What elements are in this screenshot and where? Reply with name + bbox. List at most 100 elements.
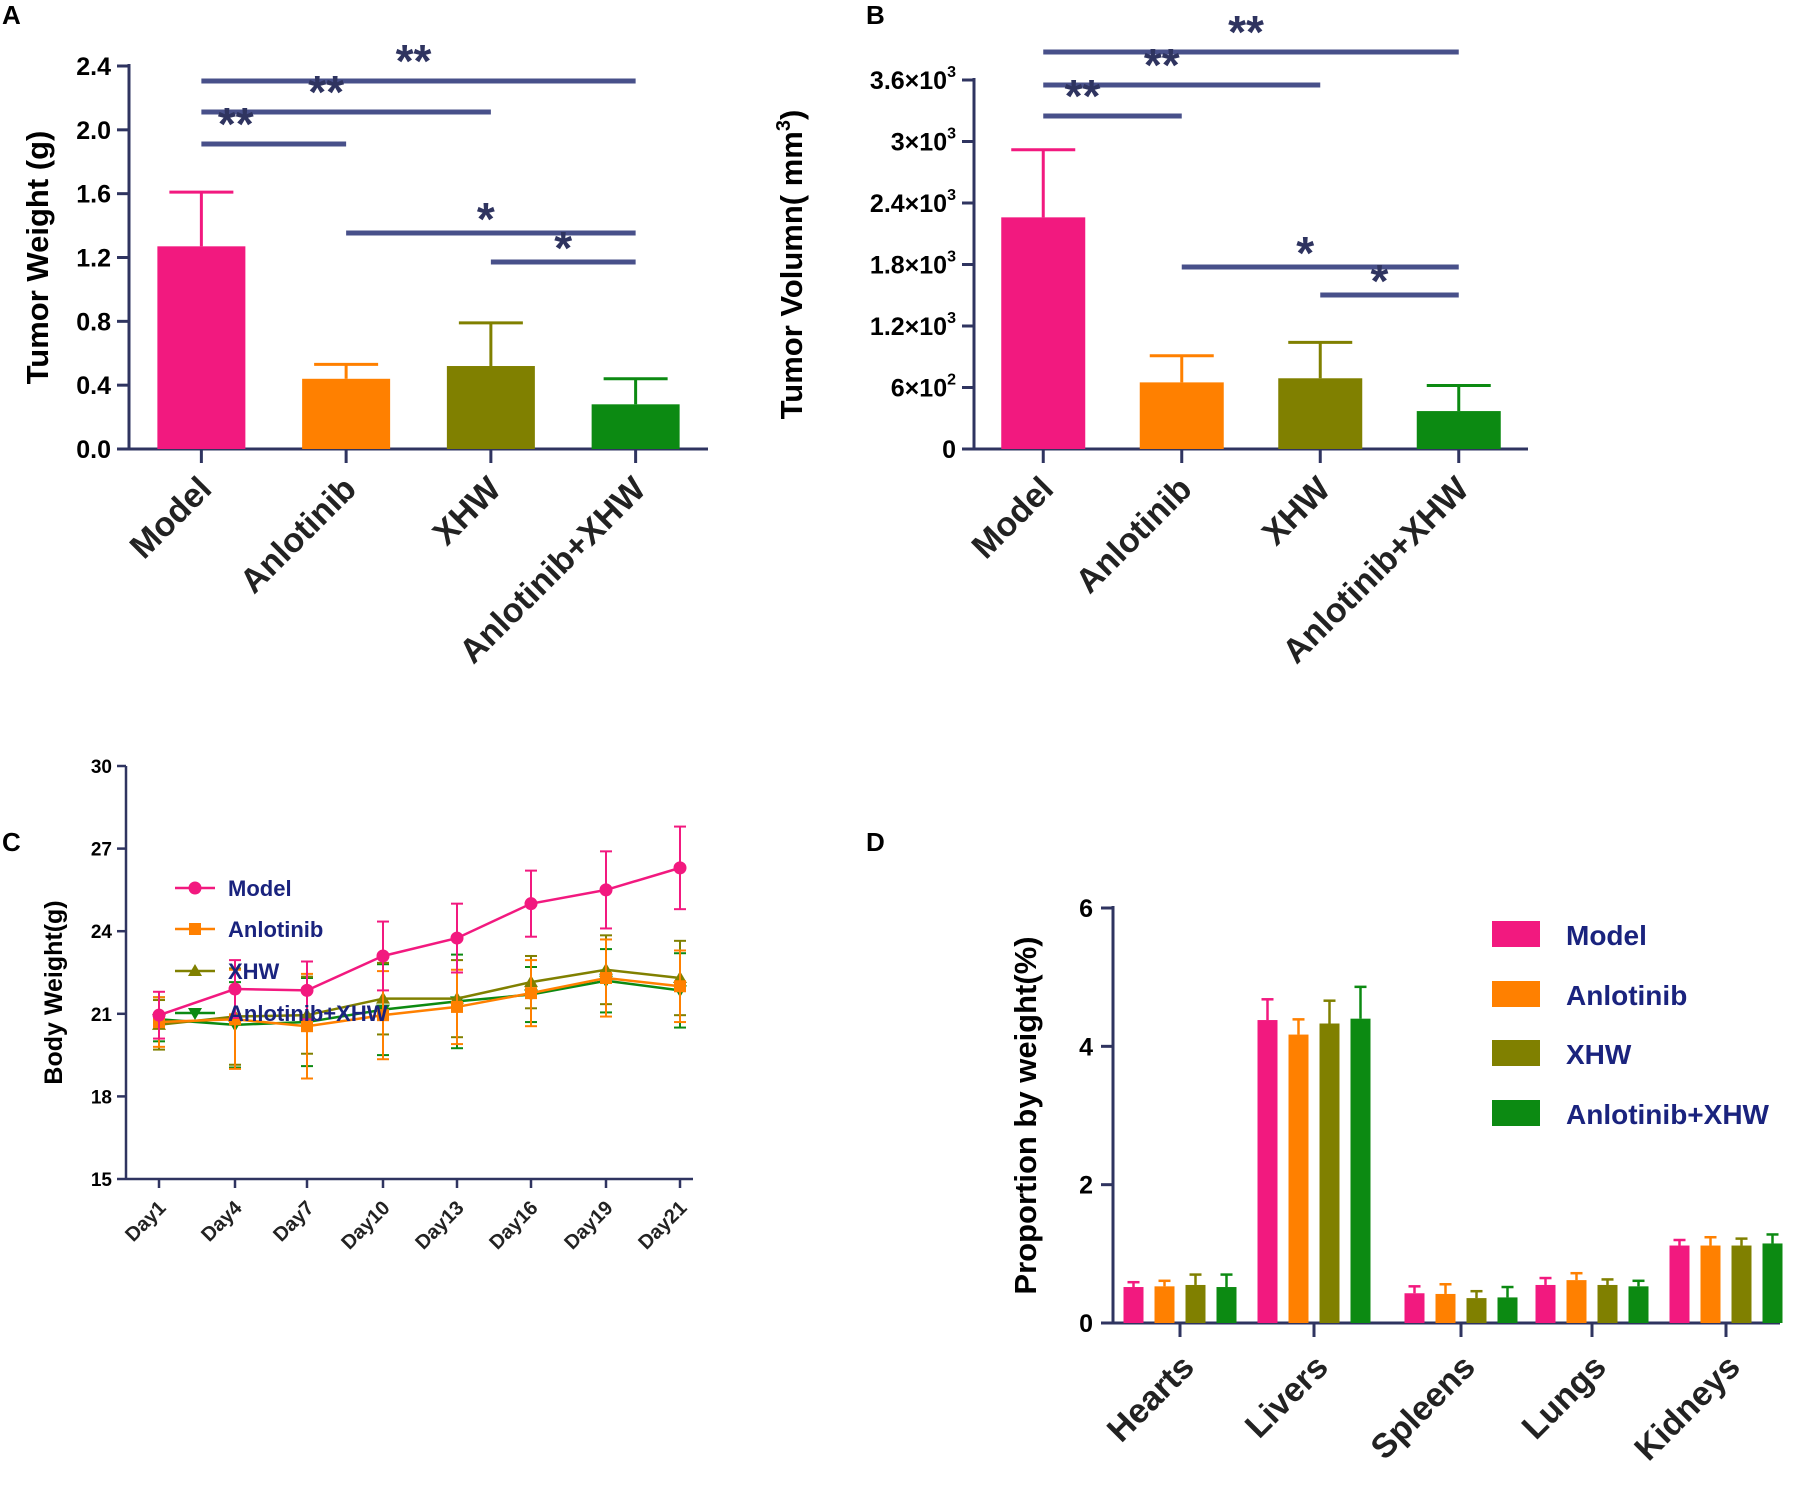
y-tick-label: 0	[942, 436, 956, 464]
panel-letter-d: D	[866, 827, 885, 857]
data-point	[228, 982, 242, 996]
bar-hearts-anlotinib	[1154, 1286, 1175, 1323]
data-point	[524, 897, 538, 911]
y-tick-label: 30	[91, 757, 112, 778]
data-point	[189, 923, 201, 935]
data-point	[451, 1000, 463, 1013]
legend-swatch	[1492, 921, 1540, 947]
data-point	[229, 1013, 241, 1026]
y-axis-label-superscript: 3	[773, 120, 795, 131]
panel-b-tumor-volume-chart: 06×1021.2×1031.8×1032.4×1033×1033.6×103M…	[773, 6, 1528, 671]
bar-lungs-xhw	[1597, 1284, 1618, 1323]
legend-item-anlotinib: Anlotinib	[175, 917, 323, 942]
y-axis-label-text: Tumor Volumn( mm	[774, 131, 809, 419]
series-model	[152, 825, 687, 1040]
x-tick-label: Anlotinib	[233, 470, 364, 601]
y-axis-label-text: Tumor Weight (g)	[20, 131, 55, 385]
y-axis-label: Body Weight(g)	[40, 900, 68, 1084]
legend-label: XHW	[1566, 1039, 1632, 1070]
data-point	[301, 1020, 313, 1033]
significance-stars: **	[1228, 6, 1264, 58]
x-tick-label: Model	[965, 470, 1061, 566]
x-tick-label: Spleens	[1364, 1348, 1483, 1467]
y-tick-label: 3×103	[891, 126, 956, 157]
data-point	[376, 949, 390, 963]
bar-anlotinib	[1139, 382, 1224, 449]
bar-hearts-model	[1123, 1287, 1144, 1323]
data-point	[525, 987, 537, 1000]
bar-anlotinib-xhw	[591, 404, 680, 449]
legend-label: Anlotinib+XHW	[228, 1001, 388, 1026]
bar-anlotinib-xhw	[1416, 411, 1501, 449]
y-tick-label-exponent: 3	[947, 249, 956, 266]
bar-lungs-anlotinib	[1566, 1280, 1587, 1323]
y-tick-label: 1.2×103	[870, 310, 956, 341]
legend-item-xhw: XHW	[175, 959, 280, 984]
significance-stars: *	[554, 222, 572, 274]
y-tick-label-exponent: 3	[947, 126, 956, 143]
y-tick-label: 2.4×103	[870, 187, 956, 218]
bar-kidneys-anlotinib-xhw	[1762, 1243, 1783, 1323]
y-tick-label-exponent: 3	[947, 310, 956, 327]
bar-xhw	[446, 366, 535, 449]
y-tick-label: 4	[1079, 1033, 1093, 1061]
y-tick-label-base: 3.6×10	[870, 67, 947, 95]
data-point	[377, 1009, 389, 1022]
x-tick-label: Anlotinib	[1068, 470, 1199, 601]
x-tick-label: Hearts	[1100, 1348, 1202, 1450]
bar-hearts-anlotinib-xhw	[1216, 1287, 1237, 1323]
significance-stars: **	[308, 66, 344, 118]
y-tick-label-base: 1.2×10	[870, 313, 947, 341]
data-point	[674, 980, 686, 993]
legend-label: Anlotinib	[1566, 980, 1687, 1011]
legend-item-model: Model	[175, 876, 292, 901]
y-tick-label: 2	[1079, 1172, 1093, 1200]
panel-letter-b: B	[866, 0, 885, 30]
bar-spleens-xhw	[1466, 1298, 1487, 1323]
x-tick-label: Model	[123, 470, 219, 566]
x-tick-label: XHW	[426, 469, 510, 553]
bar-livers-anlotinib	[1288, 1034, 1309, 1323]
y-tick-label-base: 2.4×10	[870, 190, 947, 218]
bar-spleens-anlotinib-xhw	[1497, 1297, 1518, 1323]
data-point	[188, 1008, 202, 1020]
bar-anlotinib	[302, 378, 391, 449]
data-point	[450, 931, 464, 945]
x-tick-label: Day19	[560, 1197, 617, 1254]
significance-stars: **	[1065, 70, 1101, 122]
legend-item-anlotinib: Anlotinib	[1492, 980, 1687, 1011]
bar-livers-model	[1257, 1020, 1278, 1323]
legend-swatch	[1492, 1100, 1540, 1126]
x-tick-label: Lungs	[1515, 1348, 1614, 1447]
y-tick-label-base: 3×10	[891, 129, 947, 157]
y-tick-label: 1.6	[76, 181, 111, 209]
y-axis-label: Tumor Weight (g)	[20, 131, 55, 385]
data-point	[188, 964, 202, 976]
bar-hearts-xhw	[1185, 1284, 1206, 1323]
data-point	[599, 883, 613, 897]
significance-stars: *	[1371, 255, 1389, 307]
y-tick-label: 6	[1079, 895, 1093, 923]
y-tick-label: 2.4	[76, 53, 111, 81]
x-tick-label: Day7	[269, 1197, 318, 1246]
panel-letter-a: A	[2, 0, 21, 30]
legend-item-anlotinib-xhw: Anlotinib+XHW	[175, 1001, 388, 1026]
y-axis-label-close: )	[774, 110, 809, 120]
legend-item-model: Model	[1492, 920, 1647, 951]
x-tick-label: Kidneys	[1627, 1348, 1747, 1468]
bar-lungs-model	[1535, 1284, 1556, 1323]
bar-model	[1001, 217, 1086, 449]
y-tick-label: 1.8×103	[870, 249, 956, 280]
legend-swatch	[1492, 1040, 1540, 1066]
bar-xhw	[1278, 378, 1363, 449]
bar-spleens-model	[1404, 1293, 1425, 1323]
bar-lungs-anlotinib-xhw	[1628, 1286, 1649, 1323]
y-tick-label: 0.4	[76, 372, 111, 400]
series-line	[158, 976, 681, 1028]
legend-label: Model	[228, 876, 292, 901]
legend-label: XHW	[228, 959, 280, 984]
y-axis-label: Tumor Volumn( mm3)	[773, 110, 809, 420]
x-tick-label: Day13	[411, 1197, 468, 1254]
data-point	[152, 1008, 166, 1022]
